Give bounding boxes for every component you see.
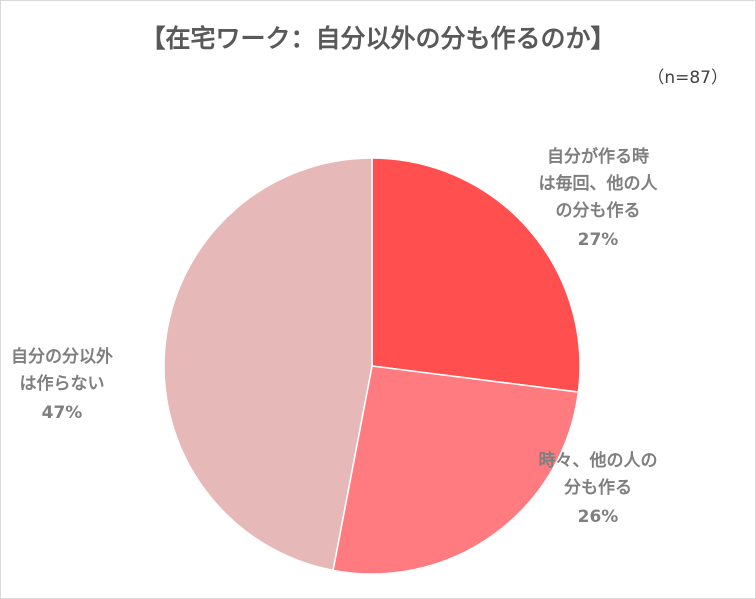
pie-slice [163, 157, 373, 572]
slice-label: 自分の分以外 [11, 346, 113, 367]
slice-label: の分も作る [556, 200, 641, 221]
value-label: 47% [42, 403, 83, 423]
value-label: 27% [578, 230, 619, 250]
chart-subtitle: （n=87） [647, 68, 728, 88]
slice-label: 分も作る [564, 477, 632, 498]
slice-label: 自分が作る時 [547, 146, 649, 167]
slice-label: は毎回、他の人 [539, 173, 659, 194]
chart-title: 【在宅ワーク：自分以外の分も作るのか】 [140, 24, 615, 53]
slice-label: は作らない [20, 373, 105, 394]
pie-slice [332, 365, 580, 575]
pie-slice [371, 157, 581, 393]
slice-label: 時々、他の人の [539, 450, 658, 471]
value-label: 26% [578, 507, 619, 527]
